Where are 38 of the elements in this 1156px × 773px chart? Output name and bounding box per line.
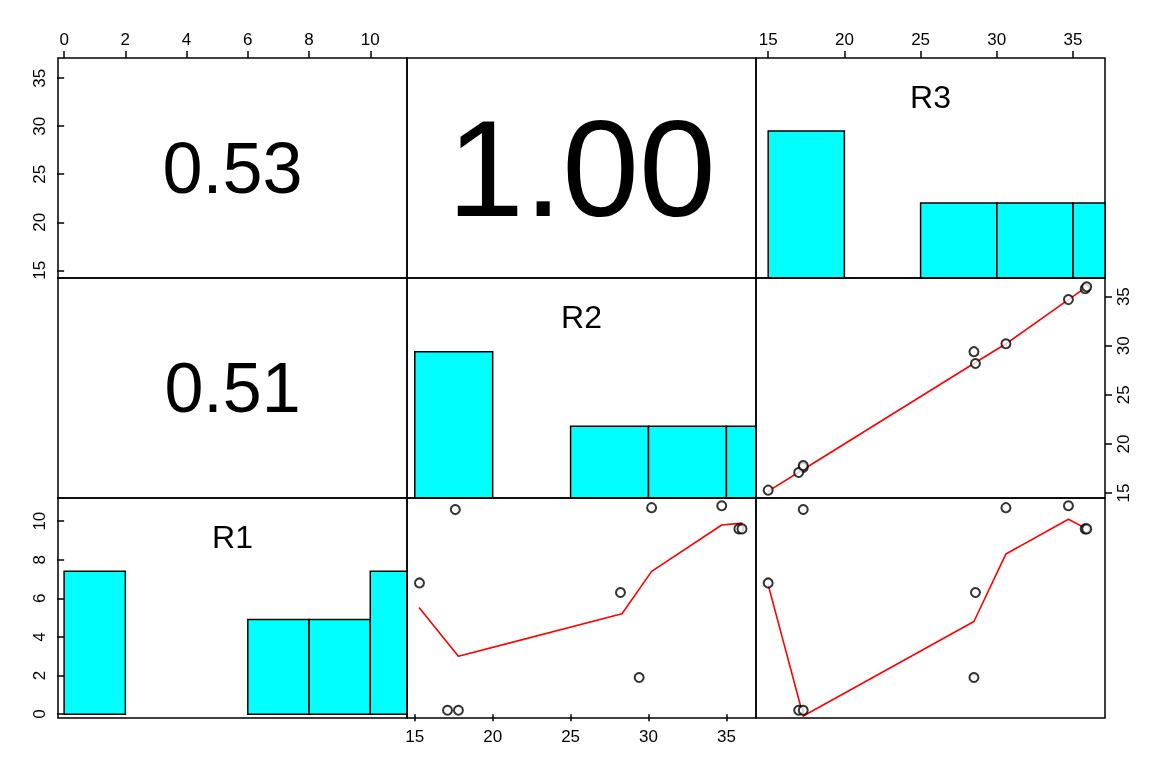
y-tick-label: 30: [1114, 336, 1133, 356]
annotation: 0.53: [162, 128, 303, 208]
y-tick-label: 25: [30, 164, 49, 184]
x-tick-label: 20: [834, 30, 854, 49]
y-tick-label: 20: [30, 212, 49, 232]
y-tick-label: 15: [30, 260, 49, 280]
x-tick-label: 25: [561, 727, 581, 746]
y-tick-label: 20: [1114, 434, 1133, 454]
x-tick-label: 15: [758, 30, 778, 49]
y-tick-label: 15: [1114, 483, 1133, 503]
y-tick-label: 4: [30, 632, 49, 642]
x-tick-label: 30: [639, 727, 658, 746]
x-tick-label: 30: [987, 30, 1007, 49]
y-tick-label: 25: [1114, 385, 1133, 405]
x-tick-label: 8: [304, 30, 314, 49]
text: R2: [561, 299, 602, 335]
y-tick-label: 10: [30, 511, 49, 531]
x-tick-label: 2: [120, 30, 131, 49]
x-tick-label: 0: [59, 30, 69, 49]
text: 0.51: [164, 349, 301, 427]
x-tick-label: 4: [181, 30, 192, 49]
y-tick-label: 8: [30, 555, 49, 565]
text: R1: [212, 519, 253, 555]
x-tick-label: 35: [1063, 30, 1083, 49]
text: 1.00: [447, 91, 716, 245]
x-tick-label: 15: [405, 727, 425, 746]
y-tick-label: 35: [30, 68, 49, 88]
x-tick-label: 35: [716, 727, 736, 746]
x-tick-label: 25: [911, 30, 931, 49]
x-tick-label: 6: [243, 30, 253, 49]
text: R3: [910, 79, 951, 115]
y-tick-label: 2: [30, 670, 49, 681]
x-tick-label: 10: [360, 30, 380, 49]
y-tick-label: 30: [30, 116, 49, 136]
y-tick-label: 0: [30, 709, 49, 719]
x-tick-label: 20: [483, 727, 503, 746]
y-tick-label: 6: [30, 593, 49, 604]
y-tick-label: 35: [1114, 287, 1133, 307]
